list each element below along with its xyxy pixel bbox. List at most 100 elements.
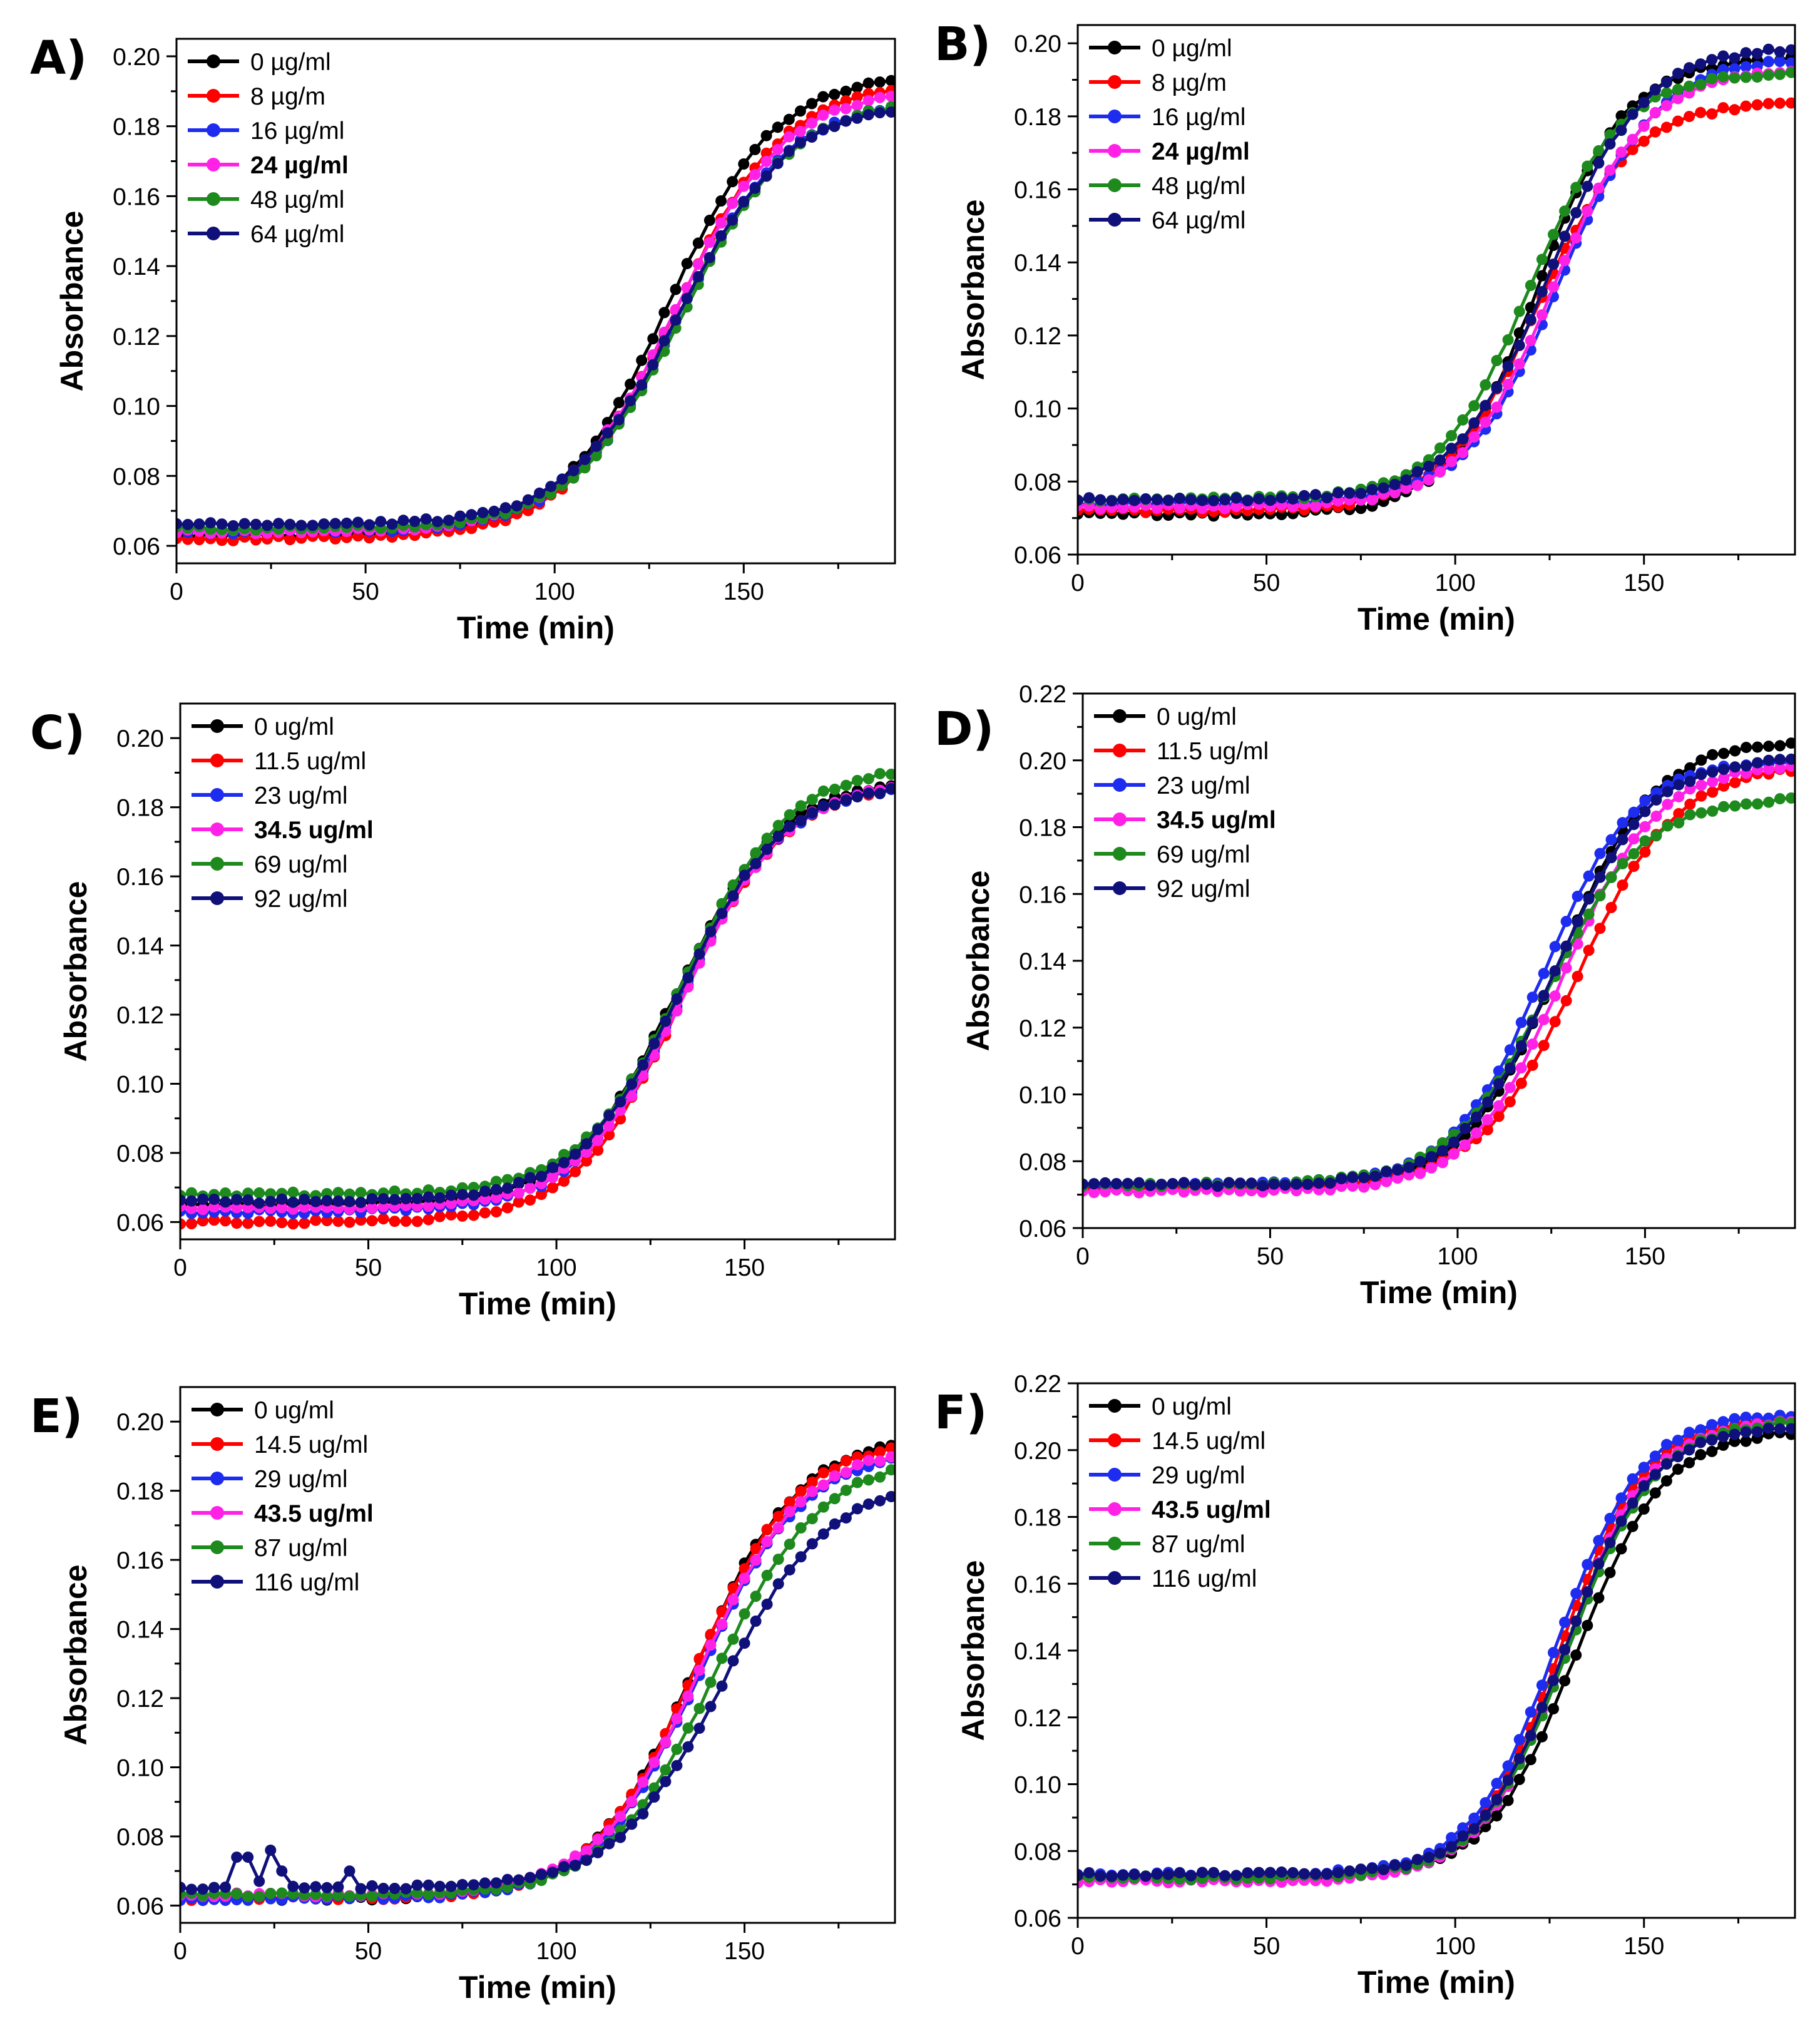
data-point bbox=[1468, 417, 1480, 429]
data-point bbox=[1189, 1179, 1201, 1191]
data-point bbox=[1615, 1515, 1627, 1527]
data-point bbox=[1324, 1177, 1336, 1189]
y-tick-label: 0.14 bbox=[113, 253, 160, 280]
x-tick-label: 50 bbox=[355, 1938, 382, 1965]
y-tick-label: 0.14 bbox=[1019, 948, 1066, 975]
data-point bbox=[1366, 494, 1378, 506]
data-point bbox=[750, 1543, 762, 1555]
data-point bbox=[1582, 160, 1593, 172]
data-point bbox=[1173, 502, 1185, 514]
y-tick-label: 0.06 bbox=[113, 533, 160, 560]
data-point bbox=[1242, 495, 1254, 506]
x-tick-label: 150 bbox=[1623, 1933, 1664, 1960]
data-point bbox=[490, 1175, 502, 1187]
y-tick-label: 0.22 bbox=[1014, 1371, 1061, 1398]
data-point bbox=[693, 1664, 705, 1676]
data-point bbox=[1673, 817, 1685, 829]
data-point bbox=[1672, 1435, 1684, 1447]
data-point bbox=[284, 518, 296, 530]
series-line bbox=[1078, 69, 1792, 511]
data-point bbox=[344, 1890, 355, 1902]
data-point bbox=[422, 1191, 434, 1203]
data-point bbox=[1548, 1703, 1559, 1714]
plot-area bbox=[1083, 737, 1795, 1199]
data-point bbox=[681, 292, 693, 304]
data-point bbox=[1287, 1867, 1299, 1878]
data-point bbox=[1615, 110, 1627, 122]
data-point bbox=[1162, 1868, 1174, 1880]
data-point bbox=[1162, 494, 1174, 506]
data-point bbox=[253, 1187, 265, 1199]
data-point bbox=[1481, 1114, 1493, 1125]
data-point bbox=[592, 1135, 604, 1147]
data-point bbox=[1515, 1017, 1527, 1028]
data-point bbox=[377, 1193, 389, 1205]
data-point bbox=[817, 1479, 829, 1491]
data-point bbox=[829, 1470, 841, 1482]
data-point bbox=[1729, 761, 1741, 773]
data-point bbox=[727, 1655, 739, 1667]
data-point bbox=[250, 518, 262, 530]
data-point bbox=[772, 1578, 784, 1590]
data-point bbox=[1774, 1423, 1786, 1435]
data-point bbox=[1638, 1480, 1650, 1492]
data-point bbox=[366, 1880, 378, 1892]
data-point bbox=[1106, 1870, 1118, 1882]
data-point bbox=[795, 1522, 807, 1534]
y-tick-label: 0.12 bbox=[116, 1686, 164, 1713]
data-point bbox=[772, 819, 784, 831]
x-tick-label: 150 bbox=[723, 578, 764, 605]
legend-marker bbox=[1108, 1468, 1122, 1482]
data-point bbox=[1605, 871, 1617, 883]
legend: 0 µg/ml 8 µg/m 16 µg/ml 24 µg/ml 48 µg/ml 64 … bbox=[1089, 35, 1250, 234]
data-point bbox=[636, 379, 648, 391]
data-point bbox=[1491, 401, 1503, 413]
data-point bbox=[1128, 1868, 1140, 1880]
data-point bbox=[761, 1524, 773, 1535]
data-point bbox=[1525, 314, 1536, 325]
data-point bbox=[1212, 1180, 1224, 1192]
data-point bbox=[366, 1890, 378, 1902]
series-line bbox=[180, 1495, 892, 1892]
data-point bbox=[1389, 487, 1401, 499]
data-point bbox=[1548, 1647, 1559, 1659]
legend-entry: 8 µg/m bbox=[1152, 69, 1227, 96]
data-point bbox=[310, 1881, 322, 1893]
data-point bbox=[1549, 965, 1561, 977]
data-point bbox=[581, 1845, 593, 1857]
data-point bbox=[1763, 763, 1775, 775]
data-point bbox=[603, 1824, 615, 1836]
data-point bbox=[626, 1796, 638, 1808]
y-tick-label: 0.12 bbox=[1014, 323, 1061, 350]
data-point bbox=[1414, 1155, 1426, 1167]
data-point bbox=[1617, 858, 1628, 869]
data-point bbox=[1774, 793, 1786, 805]
legend-entry: 0 µg/ml bbox=[1152, 35, 1232, 62]
data-point bbox=[1583, 893, 1595, 905]
data-point bbox=[1302, 1179, 1314, 1191]
data-point bbox=[1649, 1450, 1661, 1462]
data-point bbox=[886, 1451, 895, 1463]
y-tick-label: 0.06 bbox=[116, 1209, 164, 1236]
data-point bbox=[1344, 487, 1356, 499]
data-point bbox=[1570, 182, 1582, 193]
legend-entry: 48 µg/ml bbox=[1152, 173, 1245, 200]
data-point bbox=[1298, 1868, 1310, 1880]
data-point bbox=[715, 217, 727, 229]
data-point bbox=[1628, 806, 1640, 818]
data-point bbox=[1649, 106, 1661, 118]
data-point bbox=[1502, 1795, 1514, 1806]
data-point bbox=[1513, 1753, 1525, 1764]
x-axis-title: Time (min) bbox=[1357, 1965, 1515, 2000]
data-point bbox=[1515, 1077, 1527, 1089]
data-point bbox=[431, 516, 443, 528]
data-point bbox=[705, 1701, 717, 1713]
data-point bbox=[1615, 125, 1627, 136]
data-point bbox=[703, 237, 715, 248]
data-point bbox=[648, 1756, 660, 1768]
data-point bbox=[1740, 1426, 1752, 1438]
data-point bbox=[829, 784, 841, 795]
data-point bbox=[1740, 61, 1752, 73]
data-point bbox=[581, 1155, 593, 1167]
legend-entry: 24 µg/ml bbox=[250, 152, 349, 179]
